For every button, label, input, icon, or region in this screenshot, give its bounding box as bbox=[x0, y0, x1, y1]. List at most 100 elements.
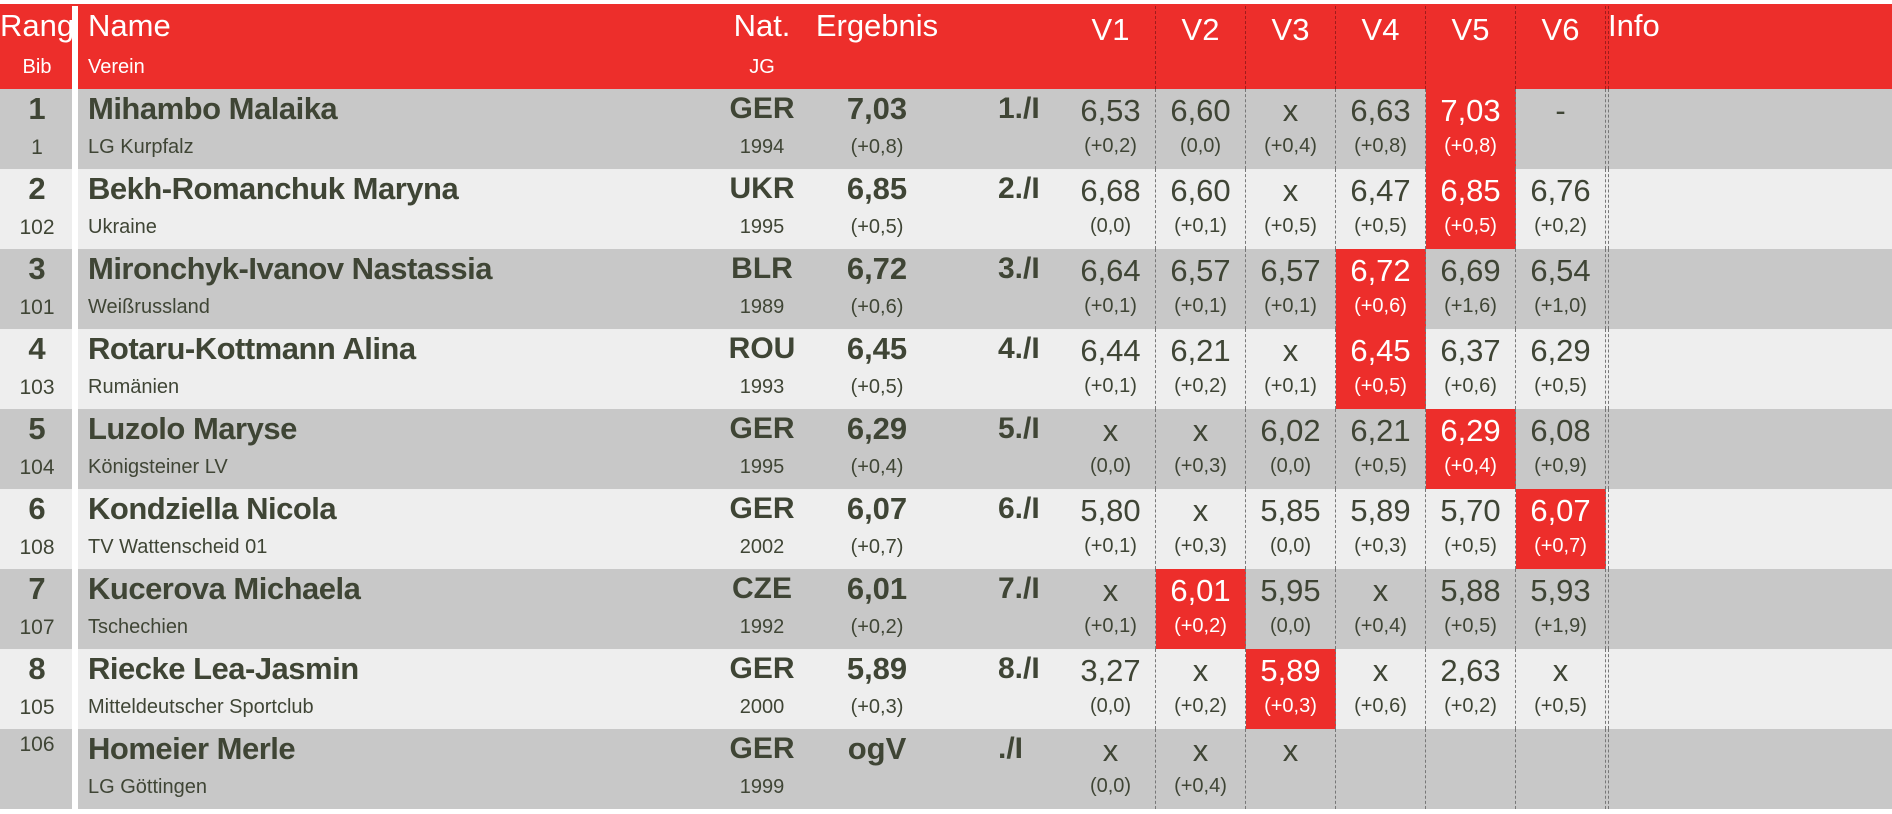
attempt-cell-1: x (0,0) bbox=[1066, 729, 1156, 809]
table-row[interactable]: 3 101 Mironchyk-Ivanov Nastassia Weißrussla… bbox=[0, 249, 1892, 329]
attempt-wind: (0,0) bbox=[1089, 455, 1132, 477]
athlete-club: Ukraine bbox=[88, 216, 157, 238]
attempt-value: 6,54 bbox=[1530, 253, 1591, 288]
attempt-cell-5 bbox=[1426, 729, 1516, 809]
attempt-value: 6,72 bbox=[1350, 253, 1411, 288]
attempt-wind: (+0,5) bbox=[1444, 615, 1497, 637]
attempt-value: 6,02 bbox=[1260, 413, 1321, 448]
attempt-value: 6,44 bbox=[1080, 333, 1141, 368]
attempt-cell-6 bbox=[1516, 729, 1606, 809]
rank-cell: 6 108 bbox=[0, 489, 78, 569]
table-row[interactable]: 7 107 Kucerova Michaela Tschechien CZE 1992 6,… bbox=[0, 569, 1892, 649]
attempt-wind: (+0,3) bbox=[1354, 535, 1407, 557]
result: 6,45 bbox=[846, 331, 908, 366]
table-row[interactable]: 106 Homeier Merle LG Göttingen GER 1999 ogV ./… bbox=[0, 729, 1892, 809]
attempt-value: 5,93 bbox=[1530, 573, 1591, 608]
table-row[interactable]: 4 103 Rotaru-Kottmann Alina Rumänien ROU 1993… bbox=[0, 329, 1892, 409]
attempt-cell-1: x (0,0) bbox=[1066, 409, 1156, 489]
attempt-cell-2: x (+0,2) bbox=[1156, 649, 1246, 729]
attempt-cell-2: 6,01 (+0,2) bbox=[1156, 569, 1246, 649]
table-row[interactable]: 6 108 Kondziella Nicola TV Wattenscheid 01 G… bbox=[0, 489, 1892, 569]
attempt-wind: (+0,8) bbox=[1444, 135, 1497, 157]
header-attempt-6: V6 bbox=[1516, 6, 1606, 89]
attempt-wind: (+0,4) bbox=[1264, 135, 1317, 157]
rank: 7 bbox=[28, 571, 46, 606]
table-row[interactable]: 1 1 Mihambo Malaika LG Kurpfalz GER 1994 7,03(… bbox=[0, 89, 1892, 169]
place: 6./I bbox=[998, 492, 1040, 525]
bib: 102 bbox=[19, 216, 55, 239]
attempt-value: 6,60 bbox=[1170, 173, 1231, 208]
athlete-club: LG Göttingen bbox=[88, 776, 207, 798]
attempt-value: x bbox=[1192, 493, 1209, 528]
attempt-cell-1: 5,80 (+0,1) bbox=[1066, 489, 1156, 569]
birth-year: 1993 bbox=[739, 376, 785, 398]
attempt-cell-6: x (+0,5) bbox=[1516, 649, 1606, 729]
results-table: Rang Bib Name Verein Nat. JG Ergebnis V1… bbox=[0, 4, 1892, 809]
athlete-name: Luzolo Maryse bbox=[88, 411, 297, 446]
attempt-value: 6,63 bbox=[1350, 93, 1411, 128]
attempt-cell-3: 5,85 (0,0) bbox=[1246, 489, 1336, 569]
athlete-club: Königsteiner LV bbox=[88, 456, 228, 478]
header-jg: JG bbox=[749, 56, 775, 78]
header-attempt-label: V2 bbox=[1181, 12, 1220, 47]
attempt-value: 2,63 bbox=[1440, 653, 1501, 688]
attempt-wind: (+0,5) bbox=[1264, 215, 1317, 237]
place: 7./I bbox=[998, 572, 1040, 605]
result: 6,29 bbox=[846, 411, 908, 446]
attempt-value: 5,89 bbox=[1350, 493, 1411, 528]
attempt-cell-1: 6,68 (0,0) bbox=[1066, 169, 1156, 249]
attempt-cell-2: 6,21 (+0,2) bbox=[1156, 329, 1246, 409]
attempt-wind: (+1,6) bbox=[1444, 295, 1497, 317]
header-attempt-5: V5 bbox=[1426, 6, 1516, 89]
birth-year: 1989 bbox=[739, 296, 785, 318]
attempt-value: 6,21 bbox=[1170, 333, 1231, 368]
attempt-wind: (+0,5) bbox=[1354, 375, 1407, 397]
result-wind: (+0,2) bbox=[850, 616, 904, 638]
attempt-cell-4: 6,72 (+0,6) bbox=[1336, 249, 1426, 329]
rank: 4 bbox=[28, 331, 46, 366]
attempt-value: 6,85 bbox=[1440, 173, 1501, 208]
attempt-cell-4: 6,45 (+0,5) bbox=[1336, 329, 1426, 409]
athlete-name: Rotaru-Kottmann Alina bbox=[88, 331, 416, 366]
attempt-cell-5: 5,88 (+0,5) bbox=[1426, 569, 1516, 649]
attempt-wind: (+0,3) bbox=[1174, 455, 1227, 477]
table-row[interactable]: 5 104 Luzolo Maryse Königsteiner LV GER 1995 6… bbox=[0, 409, 1892, 489]
attempt-cell-2: x (+0,3) bbox=[1156, 409, 1246, 489]
rank-cell: 3 101 bbox=[0, 249, 78, 329]
attempt-wind: (+0,1) bbox=[1084, 295, 1137, 317]
birth-year: 2002 bbox=[739, 536, 785, 558]
header-attempt-3: V3 bbox=[1246, 6, 1336, 89]
attempt-wind: (0,0) bbox=[1269, 535, 1312, 557]
attempt-value: 6,68 bbox=[1080, 173, 1141, 208]
attempt-value: 5,80 bbox=[1080, 493, 1141, 528]
header-nat: Nat. bbox=[733, 8, 791, 43]
attempt-wind: (+0,1) bbox=[1174, 295, 1227, 317]
nationality: GER bbox=[729, 412, 795, 445]
result-wind: (+0,7) bbox=[850, 536, 904, 558]
attempt-cell-5: 6,37 (+0,6) bbox=[1426, 329, 1516, 409]
result-wind: (+0,4) bbox=[850, 456, 904, 478]
attempt-wind: (+0,8) bbox=[1354, 135, 1407, 157]
attempt-wind: (+0,5) bbox=[1444, 215, 1497, 237]
header-attempt-label: V1 bbox=[1091, 12, 1130, 47]
bib: 101 bbox=[19, 296, 55, 319]
attempt-value: 6,76 bbox=[1530, 173, 1591, 208]
attempt-value: x bbox=[1282, 733, 1299, 768]
attempt-cell-5: 7,03 (+0,8) bbox=[1426, 89, 1516, 169]
attempt-wind: (+0,1) bbox=[1084, 615, 1137, 637]
athlete-name: Kucerova Michaela bbox=[88, 571, 361, 606]
attempt-wind: (+0,2) bbox=[1174, 615, 1227, 637]
attempt-value: 5,95 bbox=[1260, 573, 1321, 608]
athlete-club: Weißrussland bbox=[88, 296, 210, 318]
table-row[interactable]: 2 102 Bekh-Romanchuk Maryna Ukraine UKR 1995 6… bbox=[0, 169, 1892, 249]
attempt-wind: (+0,7) bbox=[1534, 535, 1587, 557]
attempt-cell-3: 5,89 (+0,3) bbox=[1246, 649, 1336, 729]
attempt-value: x bbox=[1552, 653, 1569, 688]
attempt-cell-5: 6,69 (+1,6) bbox=[1426, 249, 1516, 329]
attempt-cell-4: 6,47 (+0,5) bbox=[1336, 169, 1426, 249]
header-rank-cell: Rang Bib bbox=[0, 6, 78, 89]
rank: 2 bbox=[28, 171, 46, 206]
attempt-value: x bbox=[1372, 653, 1389, 688]
table-row[interactable]: 8 105 Riecke Lea-Jasmin Mitteldeutscher Spo… bbox=[0, 649, 1892, 729]
attempt-value: 3,27 bbox=[1080, 653, 1141, 688]
